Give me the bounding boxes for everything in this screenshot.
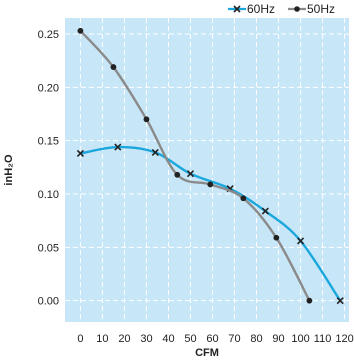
y-axis-ticks: 0.00 0.05 0.10 0.15 0.20 0.25	[38, 29, 59, 308]
data-point-60hz	[114, 143, 122, 151]
legend-marker-60hz	[233, 5, 241, 13]
data-point-50hz	[207, 181, 214, 188]
data-point-50hz	[240, 195, 247, 202]
x-tick-label: 70	[228, 333, 240, 345]
x-axis-ticks: 0 10 20 30 40 50 60 70 80 90 100 110 120	[77, 333, 353, 345]
x-tick-label: 100	[291, 333, 309, 345]
x-tick-label: 120	[335, 333, 353, 345]
y-tick-label: 0.20	[38, 82, 59, 94]
x-axis-title: CFM	[195, 347, 219, 359]
legend-item-60hz: 60Hz	[228, 2, 275, 16]
data-point-50hz	[143, 116, 150, 123]
y-axis-title: inH₂O	[3, 154, 15, 186]
x-tick-label: 90	[272, 333, 284, 345]
y-tick-label: 0.05	[38, 242, 59, 254]
x-tick-label: 0	[77, 333, 83, 345]
y-tick-label: 0.00	[38, 296, 59, 308]
data-point-60hz	[336, 297, 344, 305]
data-point-50hz	[110, 64, 117, 70]
data-point-50hz	[77, 27, 84, 34]
x-tick-label: 10	[96, 333, 108, 345]
series-layer	[76, 27, 344, 305]
x-tick-label: 110	[314, 333, 332, 345]
y-tick-label: 0.25	[38, 29, 59, 41]
series-60hz	[76, 143, 344, 305]
y-tick-label: 0.15	[38, 136, 59, 148]
grid	[65, 18, 349, 322]
data-point-60hz	[76, 149, 84, 158]
data-point-50hz	[306, 297, 313, 304]
data-point-50hz	[273, 234, 280, 241]
plot-area	[65, 18, 349, 322]
legend-item-50hz: 50Hz	[288, 2, 335, 16]
data-point-60hz	[186, 170, 195, 178]
data-point-50hz	[174, 171, 181, 178]
x-tick-label: 20	[118, 333, 130, 345]
legend: 60Hz 50Hz	[228, 2, 335, 16]
x-tick-label: 40	[162, 333, 174, 345]
x-tick-label: 30	[140, 333, 152, 345]
data-point-60hz	[261, 207, 269, 215]
x-tick-label: 80	[250, 333, 262, 345]
data-point-60hz	[151, 148, 159, 156]
y-tick-label: 0.10	[38, 189, 59, 201]
x-tick-label: 50	[184, 333, 196, 345]
series-50hz	[77, 27, 313, 304]
x-tick-label: 60	[206, 333, 218, 345]
legend-label-60hz: 60Hz	[247, 2, 275, 16]
legend-marker-50hz	[294, 6, 300, 12]
legend-label-50hz: 50Hz	[307, 2, 335, 16]
data-point-60hz	[297, 237, 305, 245]
